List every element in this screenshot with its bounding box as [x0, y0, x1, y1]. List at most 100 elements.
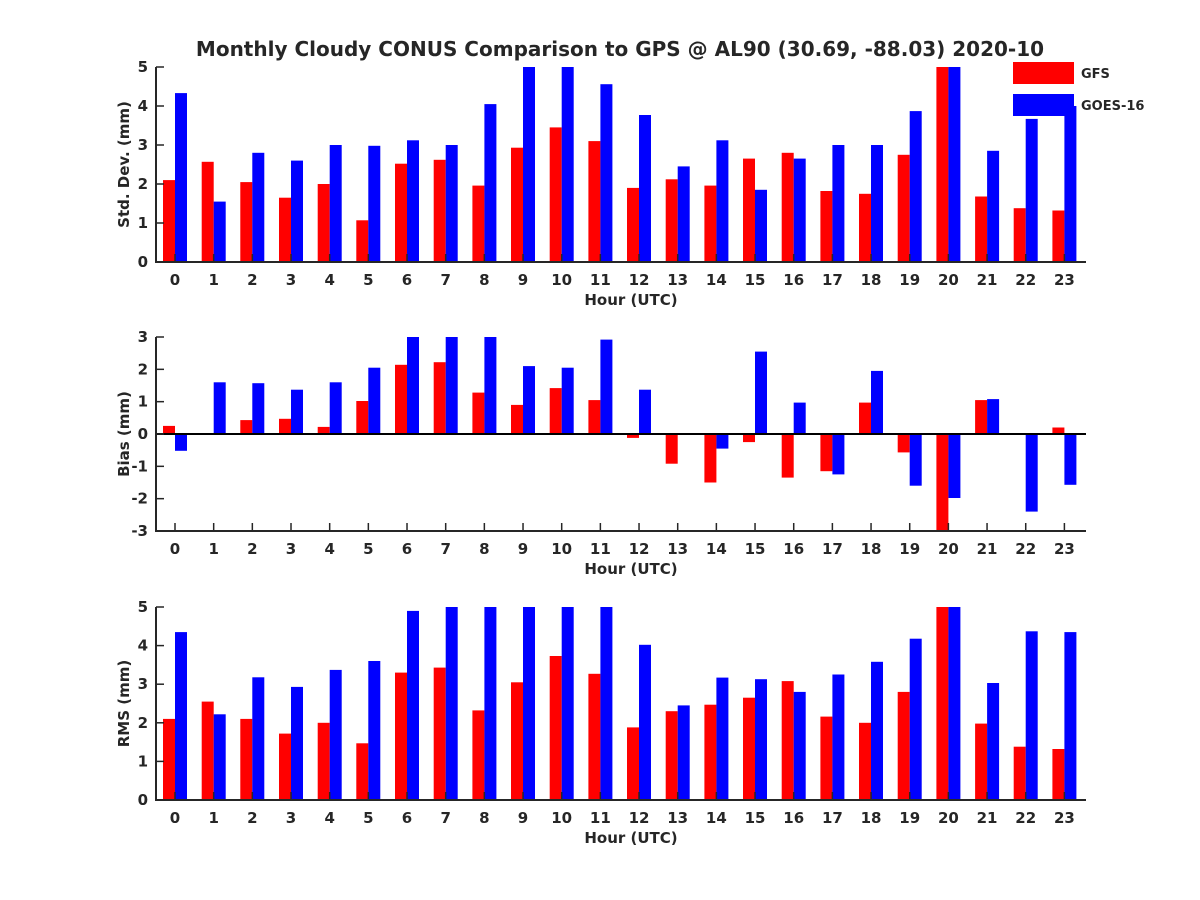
bar-goes-16-20 [948, 67, 961, 262]
x-tick-label: 13 [667, 540, 688, 558]
y-tick-label: 5 [138, 58, 148, 76]
bar-gfs-0 [163, 718, 175, 800]
bar-goes-16-12 [639, 644, 651, 800]
bar-gfs-13 [665, 711, 678, 800]
bar-gfs-10 [549, 388, 562, 434]
x-tick-label: 12 [629, 540, 650, 558]
bar-goes-16-9 [523, 67, 535, 262]
bar-gfs-20 [936, 434, 949, 531]
x-tick-label: 15 [745, 271, 766, 289]
bar-goes-16-21 [987, 399, 1000, 434]
bar-gfs-18 [859, 402, 871, 434]
bar-gfs-0 [163, 425, 175, 434]
bar-gfs-18 [859, 193, 871, 263]
bar-gfs-3 [279, 197, 291, 262]
bar-gfs-20 [936, 67, 949, 262]
bar-goes-16-13 [677, 166, 690, 262]
x-tick-label: 3 [286, 809, 296, 827]
y-tick-label: -1 [131, 457, 148, 475]
bar-gfs-3 [279, 733, 291, 800]
x-tick-label: 12 [629, 271, 650, 289]
x-axis-label: Hour (UTC) [584, 560, 677, 578]
legend: GFS GOES-16 [1013, 62, 1144, 116]
bar-goes-16-21 [987, 683, 1000, 800]
bar-gfs-21 [975, 196, 988, 262]
bar-gfs-1 [201, 701, 214, 800]
x-tick-label: 3 [286, 271, 296, 289]
bar-gfs-11 [588, 673, 601, 800]
x-axis-label: Hour (UTC) [584, 829, 677, 847]
bar-gfs-6 [395, 163, 407, 262]
x-tick-label: 0 [170, 540, 180, 558]
series-gfs [163, 362, 1065, 531]
bar-goes-16-12 [639, 115, 651, 262]
x-tick-label: 5 [363, 540, 373, 558]
bar-gfs-9 [511, 404, 523, 434]
bar-goes-16-15 [755, 351, 767, 434]
bar-gfs-15 [743, 158, 755, 262]
x-tick-label: 6 [402, 809, 412, 827]
x-tick-label: 4 [324, 540, 334, 558]
chart-title: Monthly Cloudy CONUS Comparison to GPS @… [196, 37, 1044, 61]
bar-goes-16-14 [716, 677, 729, 800]
bar-gfs-11 [588, 400, 601, 434]
x-tick-label: 14 [706, 809, 727, 827]
bar-goes-16-3 [291, 389, 303, 434]
x-tick-label: 9 [518, 271, 528, 289]
x-tick-label: 10 [551, 271, 572, 289]
x-tick-label: 12 [629, 809, 650, 827]
bar-gfs-2 [240, 718, 253, 800]
x-tick-label: 21 [977, 540, 998, 558]
x-tick-label: 4 [324, 809, 334, 827]
bar-gfs-16 [781, 434, 794, 478]
bar-goes-16-10 [561, 67, 574, 262]
bar-goes-16-22 [1025, 631, 1038, 800]
bar-gfs-7 [433, 362, 446, 434]
bar-goes-16-8 [484, 104, 497, 262]
bar-goes-16-4 [329, 145, 342, 262]
bar-gfs-12 [627, 187, 639, 262]
bar-goes-16-9 [523, 607, 535, 800]
x-tick-label: 22 [1015, 271, 1036, 289]
x-tick-label: 8 [479, 809, 489, 827]
x-tick-label: 2 [247, 809, 257, 827]
bar-goes-16-2 [252, 383, 265, 434]
x-tick-label: 7 [440, 809, 450, 827]
y-tick-label: 3 [138, 675, 148, 693]
bar-gfs-7 [433, 667, 446, 800]
bar-goes-16-14 [716, 434, 729, 449]
series-goes-16 [175, 67, 1077, 263]
bar-goes-16-8 [484, 337, 497, 434]
x-tick-label: 15 [745, 540, 766, 558]
x-tick-label: 10 [551, 809, 572, 827]
x-tick-label: 16 [783, 271, 804, 289]
x-tick-label: 11 [590, 809, 611, 827]
bar-goes-16-2 [252, 152, 265, 262]
y-tick-label: 4 [138, 97, 148, 115]
bar-gfs-12 [627, 727, 639, 800]
y-tick-label: 4 [138, 637, 148, 655]
bar-gfs-16 [781, 152, 794, 262]
bar-goes-16-1 [213, 201, 226, 262]
bar-goes-16-0 [175, 434, 187, 451]
y-tick-label: 0 [138, 791, 148, 809]
bar-goes-16-22 [1025, 434, 1038, 512]
bar-goes-16-0 [175, 632, 187, 800]
x-tick-label: 5 [363, 809, 373, 827]
bar-goes-16-17 [832, 434, 845, 475]
x-tick-label: 9 [518, 540, 528, 558]
bar-gfs-23 [1052, 210, 1065, 262]
x-tick-label: 19 [899, 271, 920, 289]
bar-gfs-10 [549, 127, 562, 263]
x-tick-label: 7 [440, 540, 450, 558]
bar-goes-16-19 [909, 638, 922, 800]
x-tick-label: 0 [170, 809, 180, 827]
bar-gfs-6 [395, 364, 407, 434]
bar-goes-16-0 [175, 93, 187, 262]
bar-gfs-7 [433, 159, 446, 262]
x-tick-label: 13 [667, 809, 688, 827]
bar-goes-16-1 [213, 382, 226, 434]
bar-gfs-23 [1052, 427, 1065, 434]
x-tick-label: 14 [706, 540, 727, 558]
